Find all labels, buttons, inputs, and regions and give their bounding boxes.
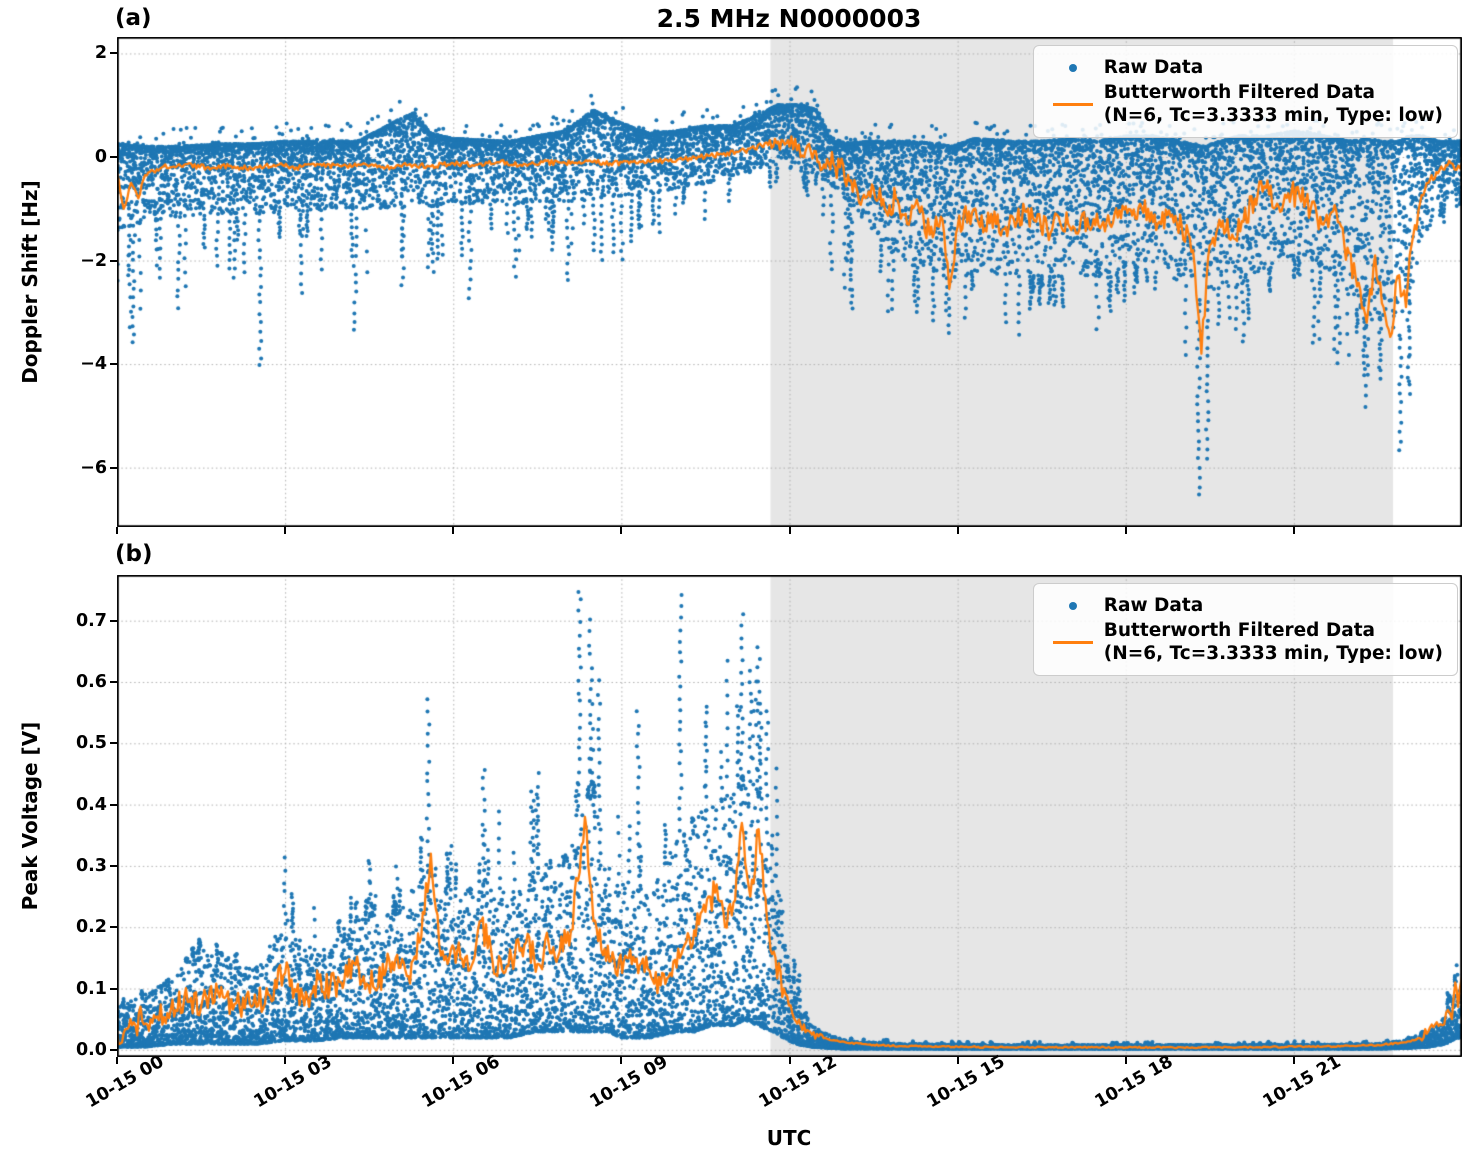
y-tick-label: 2	[94, 43, 107, 64]
y-tick-label: 0.2	[75, 917, 107, 938]
raw-data-dot-icon	[1042, 63, 1104, 72]
x-tick-mark	[116, 527, 118, 534]
y-tick-label: 0.5	[75, 733, 107, 754]
filtered-data-line-icon	[1042, 640, 1104, 644]
y-tick-mark	[110, 987, 117, 990]
y-tick-mark	[110, 864, 117, 867]
y-tick-mark	[110, 156, 117, 158]
panel-a-plot-area: Raw Data Butterworth Filtered Data (N=6,…	[117, 37, 1462, 527]
x-tick-mark	[1124, 1057, 1127, 1064]
y-tick-mark	[110, 619, 117, 622]
y-tick-mark	[110, 259, 117, 262]
y-tick-label: 0	[94, 147, 107, 167]
raw-data-dot-icon	[1042, 601, 1104, 610]
panel-b-label: (b)	[115, 541, 153, 567]
legend-item-raw-data: Raw Data	[1042, 594, 1443, 617]
legend-filtered-label-line1: Butterworth Filtered Data	[1103, 82, 1376, 104]
panel-a-legend: Raw Data Butterworth Filtered Data (N=6,…	[1032, 45, 1458, 139]
legend-item-filtered-data: Butterworth Filtered Data (N=6, Tc=3.333…	[1042, 81, 1443, 127]
legend-filtered-label: Butterworth Filtered Data (N=6, Tc=3.333…	[1104, 81, 1443, 127]
x-tick-mark	[956, 1057, 959, 1064]
y-tick-mark	[110, 680, 117, 683]
y-tick-label: −4	[80, 354, 107, 375]
y-tick-mark	[110, 742, 117, 745]
legend-item-filtered-data: Butterworth Filtered Data (N=6, Tc=3.333…	[1042, 619, 1443, 665]
legend-filtered-label: Butterworth Filtered Data (N=6, Tc=3.333…	[1104, 619, 1443, 665]
x-tick-mark	[788, 527, 791, 534]
legend-raw-label: Raw Data	[1103, 57, 1204, 78]
y-tick-label: 0.7	[75, 610, 107, 631]
x-tick-mark	[1292, 1057, 1295, 1064]
x-tick-mark	[452, 1057, 455, 1064]
x-tick-mark	[116, 1057, 118, 1064]
panel-b-plot-area: Raw Data Butterworth Filtered Data (N=6,…	[117, 575, 1462, 1057]
y-tick-mark	[110, 466, 117, 469]
x-tick-label: 10-15 21	[1259, 1051, 1345, 1113]
filtered-data-line-icon	[1042, 102, 1104, 106]
x-tick-label: 10-15 06	[418, 1051, 504, 1113]
legend-raw-label: Raw Data	[1103, 595, 1204, 616]
x-tick-mark	[620, 527, 623, 534]
x-tick-mark	[620, 1057, 623, 1064]
x-tick-mark	[1124, 527, 1127, 534]
x-tick-label: 10-15 15	[923, 1051, 1009, 1113]
y-tick-label: 0.4	[75, 794, 107, 815]
x-tick-mark	[452, 527, 455, 534]
figure-title: 2.5 MHz N0000003	[656, 4, 922, 33]
x-tick-mark	[788, 1057, 791, 1064]
x-tick-mark	[284, 1057, 287, 1064]
y-tick-label: 0.3	[75, 855, 107, 876]
y-tick-label: 0.0	[75, 1039, 107, 1060]
y-tick-mark	[110, 1048, 117, 1051]
panel-a-label: (a)	[115, 5, 152, 31]
y-tick-label: −6	[80, 457, 107, 478]
y-tick-label: −2	[80, 250, 107, 271]
legend-filtered-label-line2: (N=6, Tc=3.3333 min, Type: low)	[1103, 643, 1443, 665]
legend-item-raw-data: Raw Data	[1042, 56, 1443, 79]
legend-filtered-label-line1: Butterworth Filtered Data	[1103, 620, 1376, 642]
x-tick-label: 10-15 12	[755, 1051, 840, 1113]
y-tick-mark	[110, 52, 117, 55]
y-tick-label: 0.1	[75, 978, 107, 999]
panel-b-legend: Raw Data Butterworth Filtered Data (N=6,…	[1032, 583, 1458, 677]
x-tick-mark	[284, 527, 287, 534]
y-tick-mark	[110, 803, 117, 806]
x-axis-label: UTC	[766, 1126, 812, 1150]
y-tick-label: 0.6	[75, 671, 107, 692]
x-tick-mark	[956, 527, 959, 534]
legend-filtered-label-line2: (N=6, Tc=3.3333 min, Type: low)	[1103, 105, 1443, 127]
x-tick-label: 10-15 03	[250, 1051, 336, 1113]
x-tick-mark	[1292, 527, 1295, 534]
x-tick-label: 10-15 09	[586, 1051, 672, 1113]
x-tick-label: 10-15 18	[1091, 1051, 1177, 1113]
y-tick-mark	[110, 363, 117, 366]
y-tick-mark	[110, 926, 117, 929]
